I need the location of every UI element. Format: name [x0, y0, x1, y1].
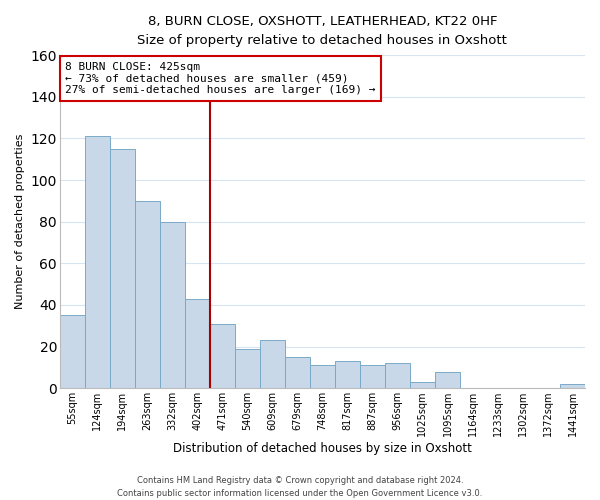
Bar: [60, 316, 85, 388]
Bar: [335, 361, 360, 388]
Bar: [185, 298, 210, 388]
Bar: [560, 384, 585, 388]
Text: 8 BURN CLOSE: 425sqm
← 73% of detached houses are smaller (459)
27% of semi-deta: 8 BURN CLOSE: 425sqm ← 73% of detached h…: [65, 62, 376, 95]
X-axis label: Distribution of detached houses by size in Oxshott: Distribution of detached houses by size …: [173, 442, 472, 455]
Bar: [110, 149, 135, 388]
Bar: [160, 222, 185, 388]
Title: 8, BURN CLOSE, OXSHOTT, LEATHERHEAD, KT22 0HF
Size of property relative to detac: 8, BURN CLOSE, OXSHOTT, LEATHERHEAD, KT2…: [137, 15, 508, 47]
Bar: [210, 324, 235, 388]
Bar: [360, 366, 385, 388]
Y-axis label: Number of detached properties: Number of detached properties: [15, 134, 25, 310]
Bar: [260, 340, 285, 388]
Bar: [285, 357, 310, 388]
Bar: [410, 382, 435, 388]
Bar: [435, 372, 460, 388]
Bar: [385, 363, 410, 388]
Bar: [85, 136, 110, 388]
Bar: [135, 201, 160, 388]
Bar: [235, 348, 260, 388]
Bar: [310, 366, 335, 388]
Text: Contains HM Land Registry data © Crown copyright and database right 2024.
Contai: Contains HM Land Registry data © Crown c…: [118, 476, 482, 498]
